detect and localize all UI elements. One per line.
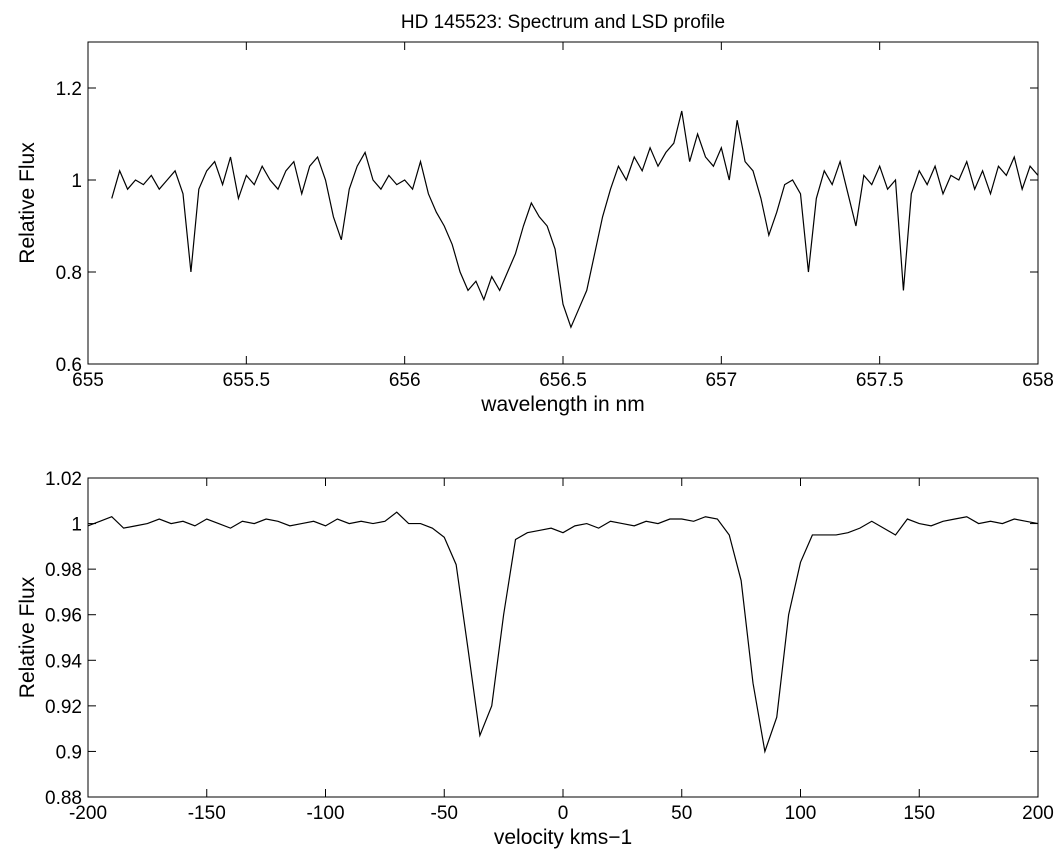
x-tick-label: 656 (389, 370, 421, 391)
y-axis-label: Relative Flux (16, 142, 39, 264)
x-tick-label: 655.5 (223, 370, 271, 391)
y-tick-label: 0.9 (56, 742, 82, 763)
y-tick-label: 0.8 (56, 263, 82, 284)
x-tick-label: 100 (785, 803, 817, 824)
x-tick-label: 657 (705, 370, 737, 391)
y-tick-label: 0.6 (56, 355, 82, 376)
y-tick-label: 0.92 (45, 697, 82, 718)
x-tick-label: 658 (1022, 370, 1054, 391)
x-tick-label: -150 (188, 803, 226, 824)
y-tick-label: 1 (71, 171, 82, 192)
data-line (87, 511, 1039, 754)
plot-frame (87, 41, 1039, 365)
x-tick-label: 0 (558, 803, 569, 824)
x-tick-label: 200 (1022, 803, 1054, 824)
x-tick-label: 656.5 (539, 370, 587, 391)
y-tick-label: 0.94 (45, 651, 82, 672)
x-tick-label: 50 (671, 803, 692, 824)
x-tick-label: -100 (306, 803, 344, 824)
x-tick-label: 150 (903, 803, 935, 824)
y-tick-label: 1.02 (45, 469, 82, 490)
y-tick-label: 0.96 (45, 606, 82, 627)
y-axis-label: Relative Flux (16, 576, 39, 698)
x-tick-label: 657.5 (856, 370, 904, 391)
y-tick-label: 0.88 (45, 788, 82, 809)
y-tick-label: 1 (71, 515, 82, 536)
y-tick-label: 0.98 (45, 560, 82, 581)
y-tick-label: 1.2 (56, 79, 82, 100)
x-axis-label: velocity kms−1 (494, 826, 632, 849)
x-tick-label: -200 (69, 803, 107, 824)
x-axis-label: wavelength in nm (480, 393, 644, 416)
x-tick-label: -50 (431, 803, 458, 824)
x-tick-label: 655 (72, 370, 104, 391)
chart-title: HD 145523: Spectrum and LSD profile (401, 12, 725, 33)
plot-frame (87, 477, 1039, 798)
data-line (111, 110, 1039, 329)
